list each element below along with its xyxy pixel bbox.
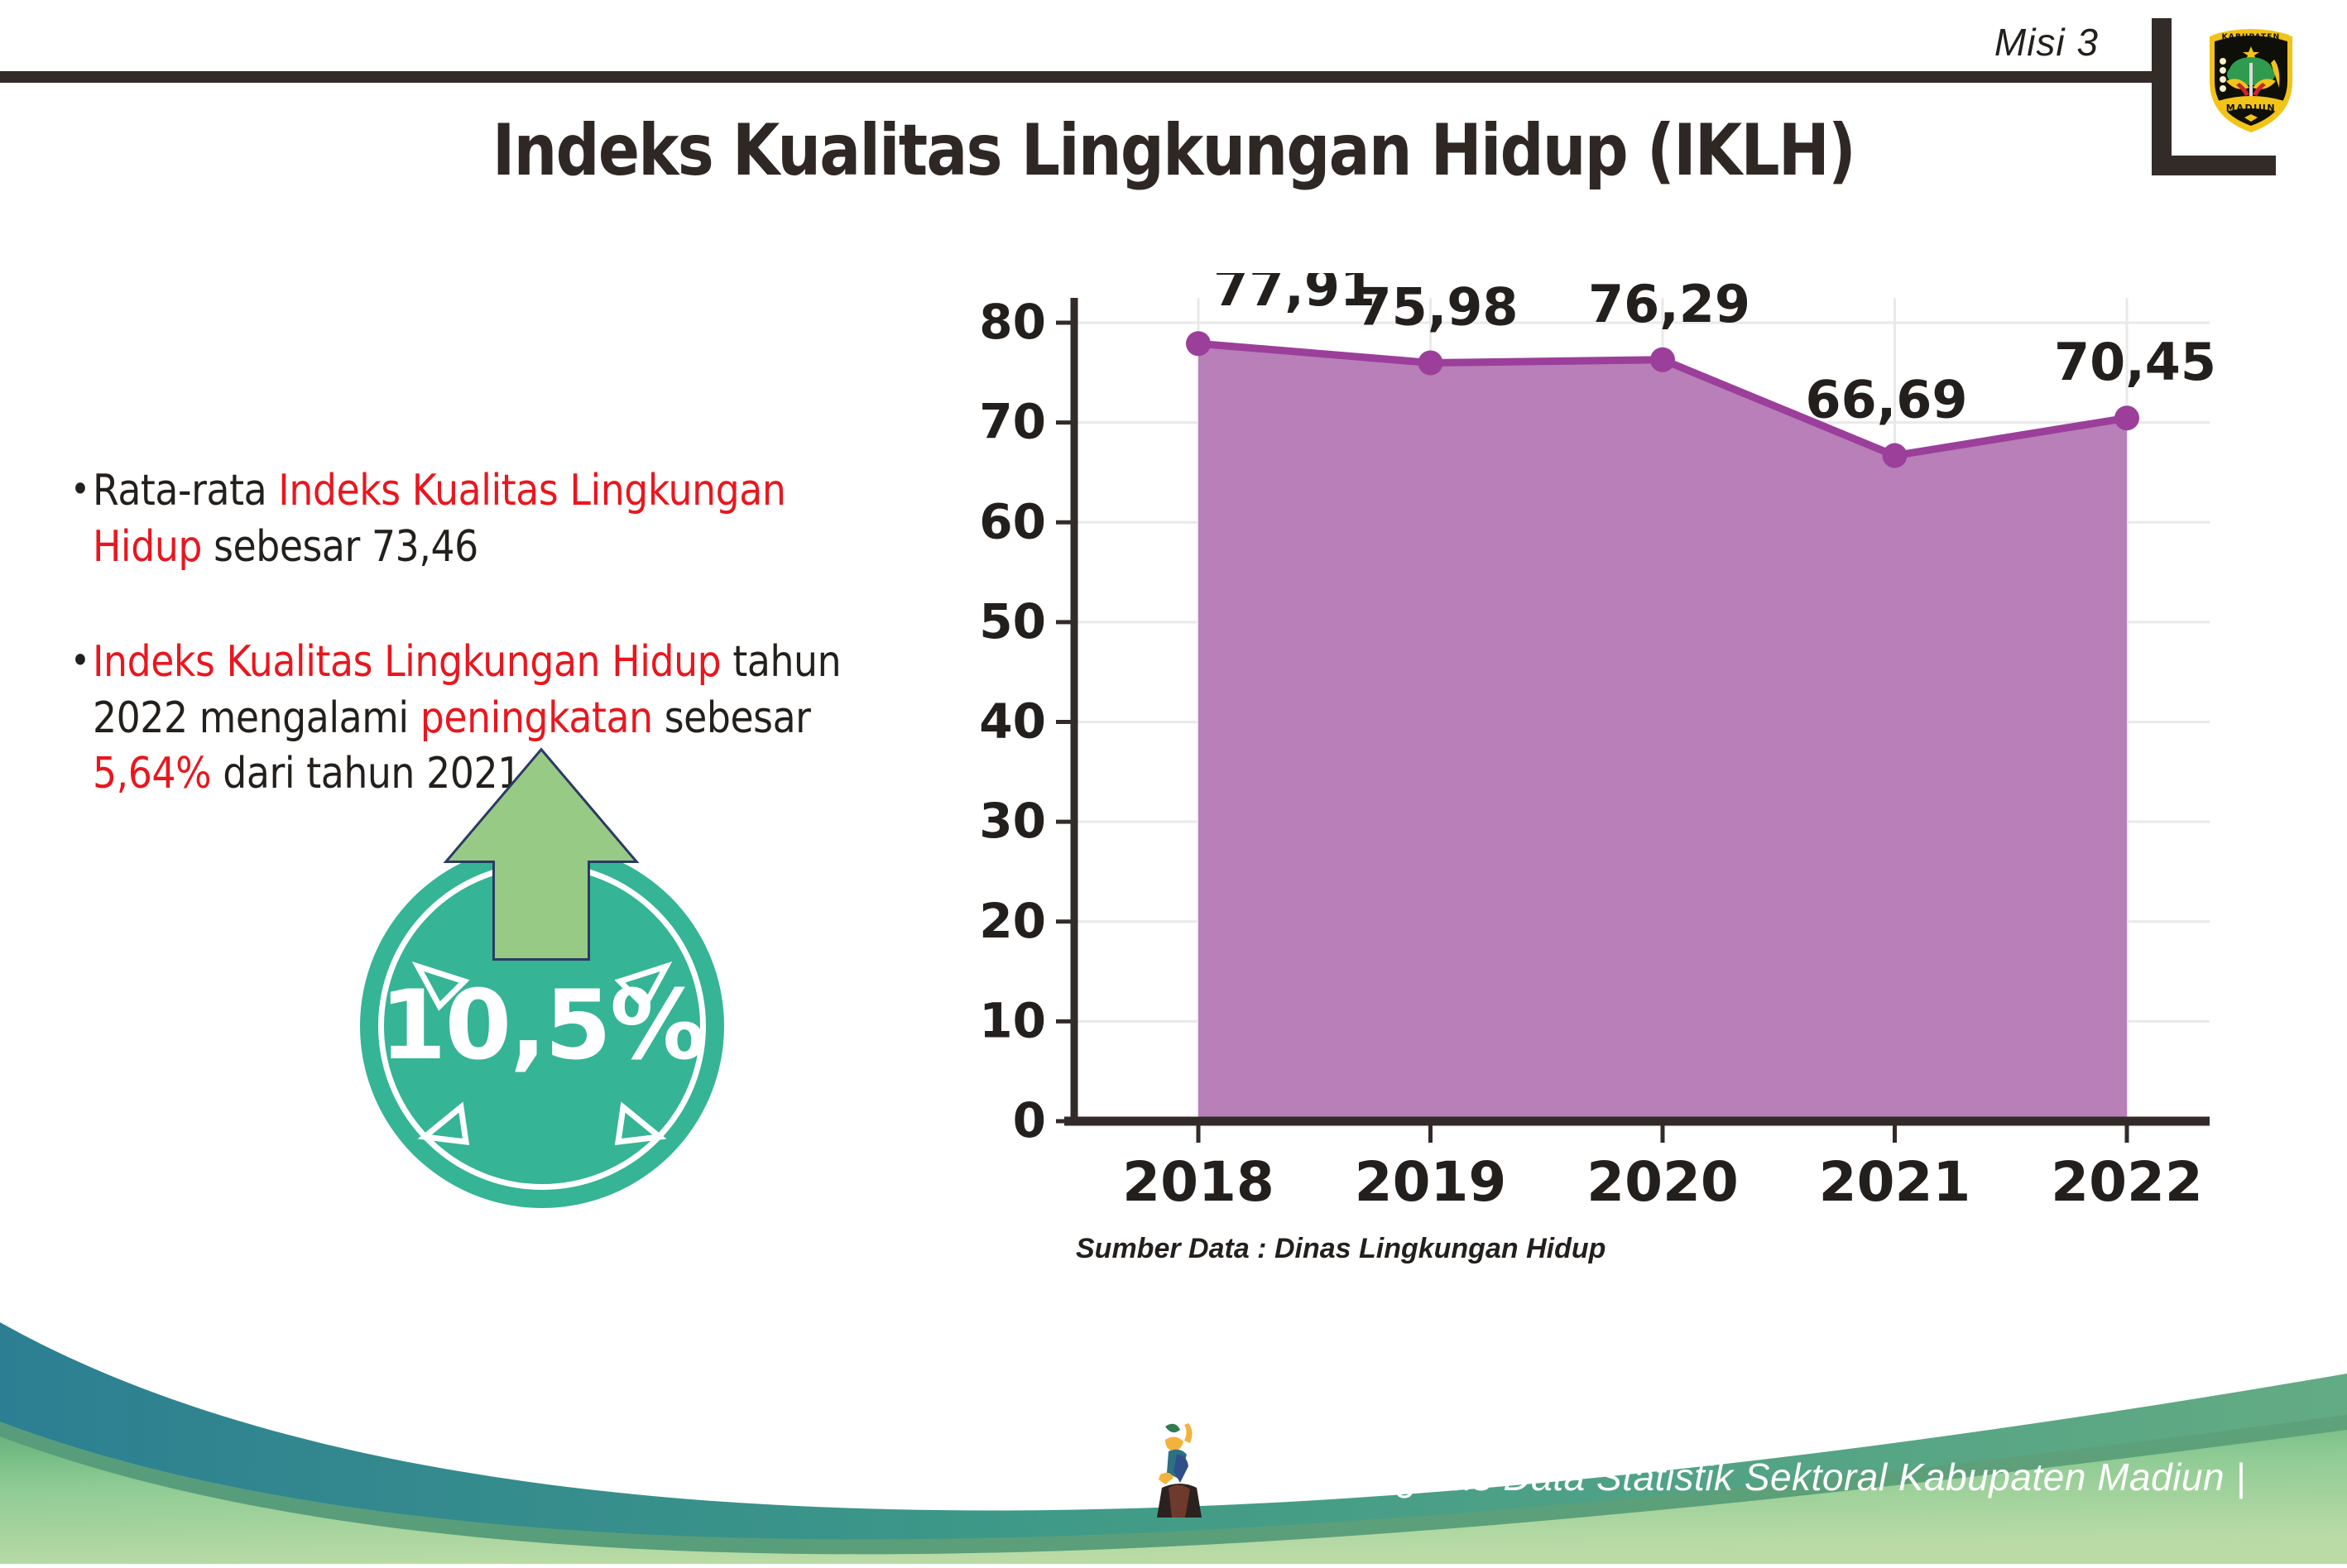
summary-bullets: • Rata-rata Indeks Kualitas Lingkungan H… — [70, 463, 972, 803]
bullet-item-average: • Rata-rata Indeks Kualitas Lingkungan H… — [70, 463, 864, 575]
svg-text:80: 80 — [979, 294, 1046, 350]
badge-tick-marks-icon — [411, 961, 673, 1146]
svg-text:66,69: 66,69 — [1805, 370, 1967, 430]
svg-text:30: 30 — [979, 793, 1046, 849]
footer-caption: Media Infografis Data Statistik Sektoral… — [1215, 1455, 2246, 1498]
svg-text:0: 0 — [1013, 1092, 1046, 1148]
svg-text:40: 40 — [979, 693, 1046, 750]
bullet-2-seg-1: tahun 2022 mengalami — [92, 637, 842, 743]
svg-text:60: 60 — [979, 493, 1046, 549]
svg-text:2020: 2020 — [1586, 1150, 1739, 1208]
kabupaten-madiun-crest-icon: MADIUN KABUPATEN — [2210, 29, 2292, 132]
bullet-1-seg-0: Rata-rata — [92, 466, 279, 515]
mission-label: Misi 3 — [1994, 21, 2099, 64]
chart-area-fill — [1198, 343, 2127, 1121]
bullet-2-seg-2: peningkatan — [420, 693, 653, 743]
chart-y-tick-labels: 0 10 20 30 40 50 60 70 80 — [979, 294, 1074, 1148]
chart-markers — [1186, 331, 2139, 468]
header-bracket-vertical — [2152, 18, 2172, 175]
svg-text:76,29: 76,29 — [1588, 274, 1750, 334]
bullet-1-seg-1: Indeks Kualitas Lingkungan Hidup — [92, 466, 786, 572]
bullet-item-increase: • Indeks Kualitas Lingkungan Hidup tahun… — [70, 635, 864, 803]
svg-text:10: 10 — [979, 992, 1046, 1048]
bullet-dot-icon: • — [70, 638, 90, 683]
svg-text:70: 70 — [979, 394, 1046, 450]
svg-text:50: 50 — [979, 593, 1046, 650]
increase-badge: 10,5% — [327, 745, 757, 1208]
bullet-1-seg-2: sebesar 73,46 — [201, 521, 478, 572]
chart-source-note: Sumber Data : Dinas Lingkungan Hidup — [1076, 1233, 1606, 1264]
badge-value: 10,5% — [379, 970, 706, 1081]
page-footer: Media Infografis Data Statistik Sektoral… — [0, 1291, 2347, 1564]
svg-text:2019: 2019 — [1355, 1150, 1507, 1208]
svg-text:70,45: 70,45 — [2054, 332, 2216, 392]
svg-text:2022: 2022 — [2051, 1150, 2203, 1208]
mascot-icon — [1157, 1423, 1202, 1518]
bullet-2-seg-5: dari tahun 2021 — [211, 749, 521, 799]
chart-x-tick-labels: 2018 2019 2020 2021 2022 — [1122, 1121, 2203, 1208]
svg-text:2018: 2018 — [1122, 1150, 1274, 1208]
svg-text:77,91: 77,91 — [1213, 273, 1375, 318]
svg-text:2021: 2021 — [1819, 1150, 1971, 1208]
crest-top-text: KABUPATEN — [2222, 33, 2281, 41]
up-arrow-icon — [443, 747, 640, 961]
bullet-text-average: Rata-rata Indeks Kualitas Lingkungan Hid… — [93, 463, 864, 575]
bullet-2-seg-3: sebesar — [652, 693, 811, 743]
bullet-text-increase: Indeks Kualitas Lingkungan Hidup tahun 2… — [93, 635, 864, 803]
bullet-2-seg-0: Indeks Kualitas Lingkungan Hidup — [92, 637, 722, 688]
svg-text:75,98: 75,98 — [1356, 276, 1518, 337]
svg-text:20: 20 — [979, 893, 1046, 949]
crest-bottom-text: MADIUN — [2226, 103, 2276, 113]
header-bracket-foot — [2152, 156, 2276, 175]
page-title: Indeks Kualitas Lingkungan Hidup (IKLH) — [492, 109, 1856, 192]
chart-svg: 0 10 20 30 40 50 60 70 80 2018 2019 2020 2021 2022 7… — [979, 273, 2216, 1208]
header-rule — [0, 71, 2162, 83]
bullet-dot-icon: • — [70, 467, 90, 511]
page-header: Misi 3 MADIUN KABUPATEN — [0, 0, 2347, 190]
footer-wave-decoration — [0, 1322, 2347, 1564]
iklh-area-chart: 0 10 20 30 40 50 60 70 80 2018 2019 2020 2021 2022 7… — [952, 273, 2243, 1264]
bullet-2-seg-4: 5,64% — [92, 749, 212, 799]
